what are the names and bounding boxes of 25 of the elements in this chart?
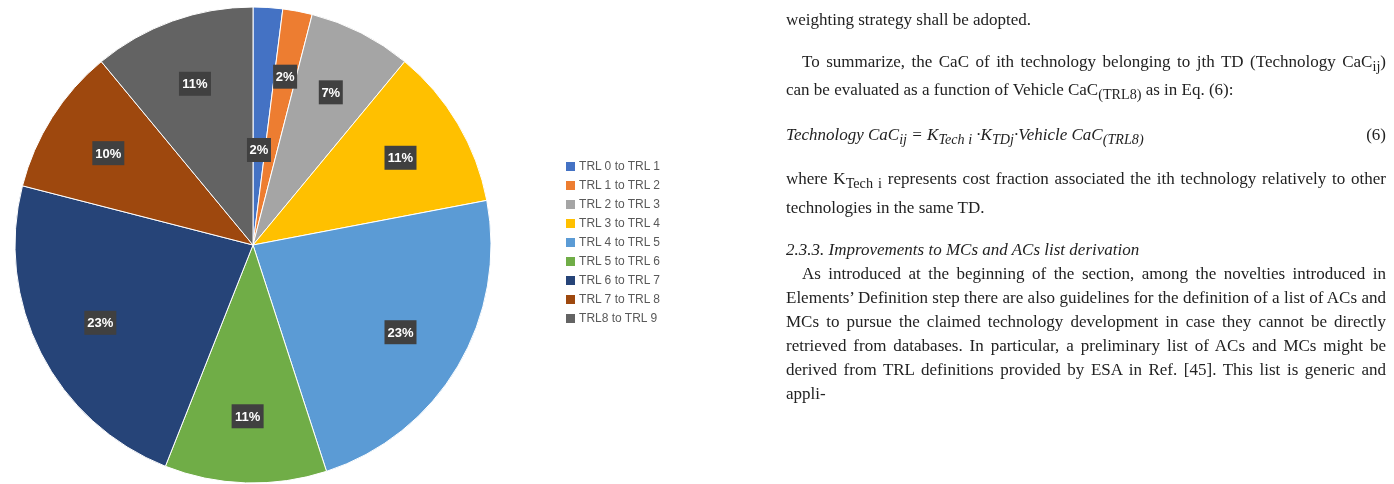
legend-label: TRL 6 to TRL 7 — [579, 272, 660, 287]
data-label: 11% — [182, 76, 209, 92]
text: 2.3.3. Improvements to MCs and ACs list derivation — [786, 238, 1141, 261]
text: To summarize, the CaC of ith technology belonging to jth TD (Technology CaC$_{ij}$) can be evaluated as a function of Vehicle CaC$_{(TRL8)}$ as in Eq. (6): — [786, 52, 1386, 103]
data-label: 11% — [387, 150, 414, 166]
text: (6) — [1366, 123, 1386, 146]
data-label: 23% — [387, 324, 414, 340]
data-label: 10% — [95, 145, 122, 161]
legend-label: TRL 2 to TRL 3 — [579, 196, 660, 211]
text: As introduced at the beginning of the section, among the novelties introduced in Elements’ Definition step there are also guidelines for the definition of a list of ACs and MCs to pursue the claimed technology development in case they cannot be directly retrieved from databases. In particular, a preliminary list of ACs and MCs might be derived from TRL definitions provided by ESA in Ref. [45]. This list is generic and appli- — [786, 262, 1386, 405]
text: where K$_{Tech i}$ represents cost fraction associated the ith technology relatively to other technologies in the same TD. — [786, 168, 1387, 219]
data-label: 2% — [275, 69, 295, 85]
data-label: 23% — [87, 315, 114, 331]
text: weighting strategy shall be adopted. — [786, 9, 1033, 31]
data-label: 11% — [234, 408, 261, 424]
legend-label: TRL 4 to TRL 5 — [579, 234, 660, 249]
legend-label: TRL 0 to TRL 1 — [579, 158, 660, 173]
legend-label: TRL 1 to TRL 2 — [579, 177, 660, 192]
data-label: 7% — [321, 84, 341, 100]
legend-label: TRL8 to TRL 9 — [579, 310, 658, 325]
data-label: 2% — [249, 142, 269, 158]
legend-label: TRL 7 to TRL 8 — [579, 291, 660, 306]
text: Technology CaC$_{ij}$ = K$_{Tech i}$ ·K$_{TDj}$·Vehicle CaC$_{(TRL8)}$ — [786, 123, 1144, 150]
legend-label: TRL 3 to TRL 4 — [579, 215, 660, 230]
legend-label: TRL 5 to TRL 6 — [579, 253, 660, 268]
